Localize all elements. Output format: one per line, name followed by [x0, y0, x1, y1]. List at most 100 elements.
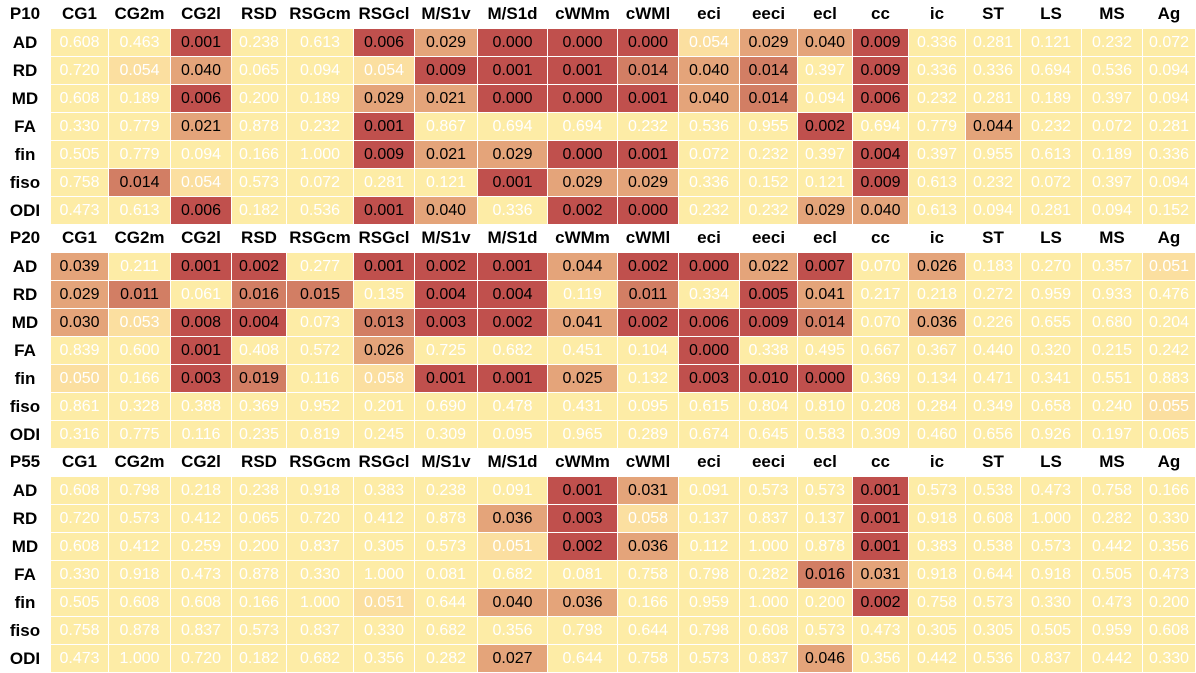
column-header: ST	[966, 448, 1020, 475]
p-value-cell: 0.583	[798, 421, 852, 448]
p-value-cell: 0.003	[548, 505, 617, 532]
p-value-cell: 0.536	[1082, 57, 1142, 84]
p-value-cell: 0.007	[798, 253, 852, 280]
p-value-cell: 0.810	[798, 393, 852, 420]
column-header: CG2m	[109, 224, 170, 251]
p-value-cell: 0.878	[798, 533, 852, 560]
p-value-cell: 0.189	[109, 85, 170, 112]
table-row: FA 0.330 0.918 0.473 0.878 0.330 1.000 0.081 0.6…	[0, 561, 1196, 589]
p-value-cell: 0.116	[171, 421, 231, 448]
p-value-cell: 0.119	[548, 281, 617, 308]
p-value-cell: 0.217	[853, 281, 908, 308]
table-row: ODI 0.473 1.000 0.720 0.182 0.682 0.356 0.282 0.…	[0, 645, 1196, 673]
p-value-cell: 0.061	[171, 281, 231, 308]
p-value-cell: 0.573	[679, 645, 739, 672]
p-value-cell: 0.152	[740, 169, 797, 196]
p-value-cell: 1.000	[287, 141, 353, 168]
p-value-cell: 0.026	[909, 253, 965, 280]
p-value-cell: 0.242	[1143, 337, 1195, 364]
p-value-cell: 0.779	[109, 113, 170, 140]
p-value-cell: 0.040	[798, 29, 852, 56]
p-value-cell: 0.166	[1143, 477, 1195, 504]
table-row: fiso 0.861 0.328 0.388 0.369 0.952 0.201 0.690 0…	[0, 393, 1196, 421]
p-value-cell: 0.473	[853, 617, 908, 644]
column-header: Ag	[1143, 448, 1195, 475]
p-value-cell: 0.204	[1143, 309, 1195, 336]
p-value-cell: 0.065	[1143, 421, 1195, 448]
p-value-cell: 0.005	[740, 281, 797, 308]
p-value-cell: 0.029	[51, 281, 108, 308]
p-value-cell: 0.309	[415, 421, 477, 448]
p-value-cell: 0.232	[679, 197, 739, 224]
p-value-cell: 0.031	[618, 477, 678, 504]
p-value-cell: 0.336	[478, 197, 547, 224]
p-value-cell: 0.081	[548, 561, 617, 588]
p-value-cell: 0.189	[1082, 141, 1142, 168]
p-value-cell: 0.613	[909, 169, 965, 196]
p-value-cell: 0.573	[740, 477, 797, 504]
p-value-cell: 0.050	[51, 365, 108, 392]
column-header: RSGcm	[287, 448, 353, 475]
p-value-cell: 0.014	[109, 169, 170, 196]
p-value-cell: 0.051	[1143, 253, 1195, 280]
p-value-cell: 0.330	[287, 561, 353, 588]
p-value-cell: 0.029	[548, 169, 617, 196]
p-value-cell: 0.965	[548, 421, 617, 448]
row-label: MD	[0, 309, 50, 336]
p-value-cell: 0.412	[171, 505, 231, 532]
column-header: M/S1d	[478, 224, 547, 251]
p-value-cell: 0.095	[478, 421, 547, 448]
p-value-cell: 0.725	[415, 337, 477, 364]
p-value-cell: 0.538	[966, 533, 1020, 560]
p-value-cell: 0.573	[109, 505, 170, 532]
p-value-cell: 0.861	[51, 393, 108, 420]
p-value-cell: 0.001	[354, 197, 414, 224]
column-header: eeci	[740, 0, 797, 27]
p-value-cell: 0.030	[51, 309, 108, 336]
p-value-cell: 0.442	[909, 645, 965, 672]
p-value-cell: 0.281	[354, 169, 414, 196]
p-value-cell: 0.644	[966, 561, 1020, 588]
table-row: ODI 0.316 0.775 0.116 0.235 0.819 0.245 0.309 0.…	[0, 421, 1196, 449]
p-value-cell: 0.041	[548, 309, 617, 336]
p-value-cell: 0.036	[909, 309, 965, 336]
p-value-cell: 0.538	[966, 477, 1020, 504]
p-value-cell: 0.408	[232, 337, 286, 364]
p-value-cell: 0.002	[618, 253, 678, 280]
p-value-cell: 0.094	[1143, 57, 1195, 84]
p-value-cell: 0.054	[109, 57, 170, 84]
p-value-cell: 0.058	[354, 365, 414, 392]
p-value-cell: 0.055	[1143, 393, 1195, 420]
p-value-cell: 0.473	[51, 197, 108, 224]
p-value-cell: 0.240	[1082, 393, 1142, 420]
p-value-cell: 0.451	[548, 337, 617, 364]
p-value-cell: 0.000	[548, 85, 617, 112]
row-label: RD	[0, 281, 50, 308]
p-value-cell: 0.053	[109, 309, 170, 336]
p-value-cell: 0.152	[1143, 197, 1195, 224]
p-value-cell: 0.694	[1021, 57, 1081, 84]
row-label: FA	[0, 561, 50, 588]
p-value-cell: 0.235	[232, 421, 286, 448]
p-value-cell: 0.573	[798, 617, 852, 644]
p-value-cell: 0.305	[909, 617, 965, 644]
p-value-cell: 0.072	[1021, 169, 1081, 196]
p-value-cell: 0.349	[966, 393, 1020, 420]
p-value-cell: 0.779	[109, 141, 170, 168]
p-value-cell: 0.002	[548, 533, 617, 560]
p-value-cell: 0.369	[853, 365, 908, 392]
p-value-cell: 0.094	[798, 85, 852, 112]
column-header: MS	[1082, 0, 1142, 27]
p-value-cell: 0.536	[287, 197, 353, 224]
p-value-cell: 0.758	[51, 169, 108, 196]
p-value-cell: 0.166	[618, 589, 678, 616]
p-value-cell: 0.330	[1143, 505, 1195, 532]
p-value-cell: 0.608	[51, 85, 108, 112]
table-row: RD 0.029 0.011 0.061 0.016 0.015 0.135 0.004 0.0…	[0, 281, 1196, 309]
p-value-cell: 0.046	[798, 645, 852, 672]
column-header: eci	[679, 224, 739, 251]
p-value-cell: 0.004	[853, 141, 908, 168]
p-value-cell: 0.137	[798, 505, 852, 532]
row-label: MD	[0, 85, 50, 112]
panel-title: P20	[0, 224, 50, 251]
